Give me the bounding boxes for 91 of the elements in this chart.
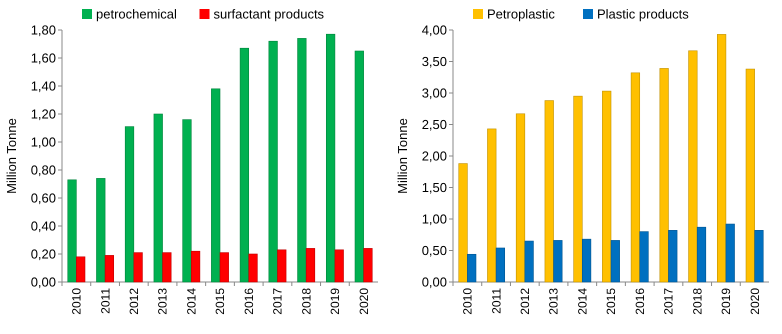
bar <box>524 240 534 282</box>
y-tick-label: 1,00 <box>422 212 447 227</box>
bar <box>726 224 735 282</box>
bar <box>248 254 258 282</box>
y-tick-label: 1,20 <box>30 106 56 122</box>
bar <box>268 40 278 282</box>
bar <box>277 250 286 282</box>
bar <box>496 248 506 282</box>
bar <box>610 240 620 282</box>
bar <box>696 226 706 282</box>
y-tick-label: 0,40 <box>30 218 56 234</box>
bar <box>668 230 678 282</box>
legend-label: Petroplastic <box>487 6 556 22</box>
y-tick-label: 0,50 <box>422 243 447 258</box>
y-tick-label: 2,50 <box>422 117 447 132</box>
bar <box>134 252 143 282</box>
x-tick-label: 2018 <box>299 288 314 315</box>
bar <box>96 178 106 282</box>
bar <box>104 255 114 282</box>
x-tick-label: 2017 <box>662 288 676 315</box>
y-tick-label: 0,60 <box>30 190 56 206</box>
bar <box>573 96 583 282</box>
x-tick-label: 2015 <box>604 288 618 315</box>
bar <box>746 68 755 282</box>
x-tick-label: 2018 <box>690 288 704 315</box>
bar <box>553 240 562 282</box>
y-tick-label: 1,00 <box>30 134 56 150</box>
bar <box>630 72 640 282</box>
bar <box>124 126 134 282</box>
bar <box>602 90 612 282</box>
y-tick-label: 1,50 <box>422 180 447 196</box>
bar <box>240 48 250 282</box>
y-tick-label: 1,40 <box>30 78 56 94</box>
y-tick-label: 0,80 <box>30 162 56 178</box>
bar <box>76 256 86 282</box>
x-tick-label: 2015 <box>213 288 228 315</box>
bar <box>220 252 229 282</box>
x-tick-label: 2020 <box>748 288 762 315</box>
x-tick-label: 2010 <box>70 288 84 315</box>
x-tick-label: 2014 <box>184 288 198 315</box>
bar <box>516 113 526 282</box>
y-tick-label: 0,20 <box>30 246 56 262</box>
bar <box>297 38 306 282</box>
bar <box>544 100 554 282</box>
bar <box>67 180 77 282</box>
x-tick-label: 2019 <box>328 288 342 315</box>
bar <box>363 248 373 282</box>
x-tick-label: 2012 <box>127 288 142 315</box>
y-tick-label: 3,50 <box>422 54 447 70</box>
x-tick-label: 2020 <box>356 288 371 315</box>
x-tick-label: 2016 <box>632 288 647 315</box>
bar <box>154 114 163 282</box>
y-tick-label: 4,00 <box>422 22 447 38</box>
y-axis-title: Million Tonne <box>4 118 19 194</box>
bar <box>190 250 200 282</box>
bar <box>688 50 698 282</box>
y-tick-label: 2,00 <box>422 148 447 164</box>
bar <box>306 248 316 282</box>
x-tick-label: 2016 <box>242 288 256 315</box>
bar <box>354 50 364 282</box>
bar <box>754 230 764 282</box>
bar <box>334 250 344 282</box>
legend-label: petrochemical <box>96 6 178 22</box>
legend-label: surfactant products <box>214 6 325 22</box>
y-tick-label: 1,60 <box>30 50 56 66</box>
legend-label: Plastic products <box>597 6 690 22</box>
x-tick-label: 2014 <box>575 288 590 315</box>
x-tick-label: 2011 <box>489 288 504 314</box>
x-tick-label: 2013 <box>156 288 170 315</box>
x-tick-label: 2012 <box>518 288 532 315</box>
bar <box>182 119 192 282</box>
bar <box>467 254 476 282</box>
bar <box>211 88 220 282</box>
bar <box>639 231 649 282</box>
x-tick-label: 2010 <box>460 288 475 315</box>
bar <box>162 252 172 282</box>
bar <box>487 128 496 282</box>
y-tick-label: 1,80 <box>30 22 56 38</box>
bar <box>458 163 468 282</box>
x-tick-label: 2017 <box>270 288 285 315</box>
y-tick-label: 0,00 <box>422 274 447 290</box>
bar <box>326 34 336 282</box>
x-tick-label: 2013 <box>546 288 561 315</box>
x-tick-label: 2019 <box>719 288 734 315</box>
bar <box>660 68 669 282</box>
y-tick-label: 0,00 <box>30 274 56 290</box>
bar <box>582 238 592 282</box>
bar <box>716 34 726 282</box>
x-tick-label: 2011 <box>98 288 112 314</box>
y-tick-label: 3,00 <box>422 86 447 101</box>
y-axis-title: Million Tonne <box>395 118 410 194</box>
